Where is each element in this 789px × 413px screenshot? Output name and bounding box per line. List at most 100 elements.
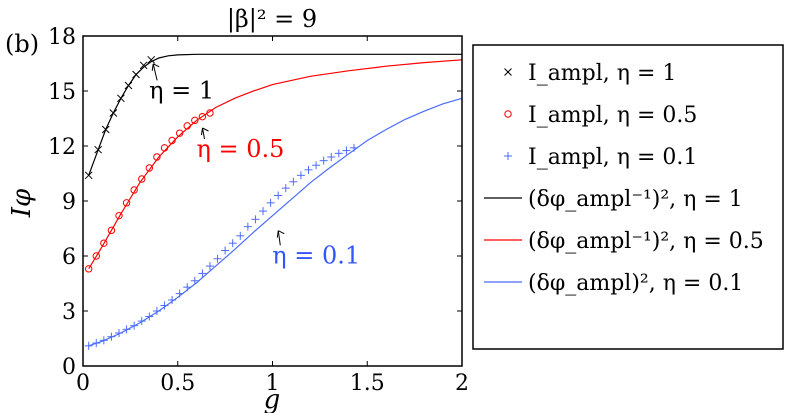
plot-area	[84, 53, 463, 350]
x-axis-label: g	[264, 385, 281, 413]
data-point-circle	[206, 109, 214, 117]
annotation-arrow	[201, 127, 205, 140]
x-tick-label: 1	[266, 371, 280, 396]
data-point-plus	[99, 336, 108, 345]
annotation-arrowhead	[151, 63, 160, 71]
data-point-circle	[160, 144, 169, 152]
data-point-plus	[175, 289, 184, 298]
y-tick-label: 12	[48, 135, 76, 160]
data-point-circle	[175, 129, 184, 137]
data-point-x	[101, 125, 110, 134]
data-point-circle	[84, 265, 93, 273]
data-point-plus	[289, 177, 298, 186]
data-point-plus	[312, 161, 321, 170]
data-point-plus	[221, 246, 230, 255]
y-tick-label: 9	[62, 190, 76, 215]
data-point-plus	[228, 239, 237, 248]
y-tick-label: 3	[62, 300, 76, 325]
data-point-circle	[107, 226, 116, 235]
data-point-circle	[145, 164, 154, 172]
data-point-plus	[281, 184, 290, 193]
legend-marker-circle	[504, 110, 512, 118]
annotation-arrowhead	[200, 127, 209, 136]
annotations: η = 1 η = 0.5 η = 0.1	[149, 63, 360, 269]
legend-label: (δφ_ampl⁻¹)², η = 1	[528, 187, 743, 212]
legend-marker-plus	[504, 152, 512, 160]
data-point-plus	[168, 296, 177, 304]
data-point-plus	[327, 153, 336, 161]
legend-label: I_ampl, η = 0.5	[528, 103, 697, 128]
legend-label: I_ampl, η = 1	[528, 61, 676, 86]
data-point-plus	[274, 191, 283, 200]
data-point-plus	[198, 269, 207, 278]
data-point-plus	[190, 276, 199, 285]
data-point-plus	[205, 262, 214, 271]
data-point-plus	[236, 231, 245, 240]
legend: I_ampl, η = 1 I_ampl, η = 0.5 I_ampl, η = …	[472, 44, 784, 350]
legend-label: (δφ_ampl)², η = 0.1	[528, 271, 743, 296]
x-tick-label: 0.5	[160, 371, 195, 396]
legend-marker-x	[504, 68, 512, 76]
data-point-circle	[130, 186, 138, 194]
data-point-plus	[152, 307, 161, 315]
data-point-plus	[251, 215, 260, 224]
data-point-x	[109, 109, 118, 117]
axes-frame	[82, 35, 463, 367]
legend-label: (δφ_ampl⁻¹)², η = 0.5	[528, 229, 764, 254]
data-point-plus	[213, 254, 222, 263]
annotation-label: η = 0.5	[196, 135, 284, 163]
data-point-circle	[153, 153, 161, 161]
data-point-circle	[115, 211, 123, 220]
legend-label: I_ampl, η = 0.1	[528, 145, 697, 170]
series-line-5	[88, 97, 463, 347]
y-tick-label: 0	[62, 355, 76, 380]
data-point-x	[84, 171, 93, 180]
annotation-label: η = 1	[149, 76, 214, 104]
data-point-plus	[160, 301, 169, 310]
data-point-plus	[304, 165, 313, 174]
y-tick-label: 15	[48, 80, 76, 105]
data-point-circle	[100, 239, 108, 247]
data-point-plus	[115, 329, 124, 337]
data-point-plus	[266, 198, 275, 207]
data-point-circle	[191, 116, 199, 125]
annotation-arrow	[152, 63, 158, 81]
data-point-circle	[183, 122, 191, 130]
data-point-plus	[342, 146, 351, 155]
x-tick-label: 0	[76, 371, 90, 396]
data-point-x	[147, 55, 156, 64]
annotation-arrow	[277, 230, 281, 246]
data-point-x	[117, 94, 125, 103]
data-point-plus	[259, 207, 268, 216]
data-point-x	[124, 81, 133, 90]
data-point-x	[94, 145, 103, 154]
data-point-plus	[319, 156, 328, 165]
panel-label: (b)	[5, 30, 39, 58]
data-point-plus	[92, 339, 101, 348]
x-tick-label: 1.5	[350, 371, 385, 396]
data-point-plus	[296, 171, 305, 180]
data-point-plus	[145, 312, 154, 321]
chart-title: |β|² = 9	[227, 5, 317, 34]
axes: 0 0.5 1 1.5 2 0 3 6 9 12 15 18	[48, 25, 469, 396]
annotation-label: η = 0.1	[272, 241, 360, 269]
x-tick-label: 2	[455, 371, 469, 396]
data-point-plus	[122, 325, 131, 334]
data-point-plus	[107, 332, 116, 341]
data-point-plus	[183, 283, 192, 292]
data-point-circle	[168, 136, 176, 145]
annotation-arrowhead	[276, 230, 285, 238]
y-axis-label: Iφ	[7, 188, 37, 218]
data-point-circle	[122, 199, 131, 207]
data-point-circle	[198, 112, 207, 121]
data-point-x	[139, 61, 148, 70]
data-point-plus	[84, 341, 93, 350]
data-point-plus	[137, 317, 146, 326]
data-point-x	[132, 70, 140, 79]
data-point-plus	[130, 321, 139, 330]
y-tick-label: 18	[48, 25, 76, 50]
series-line-3	[88, 53, 462, 176]
data-point-plus	[349, 143, 358, 152]
y-tick-label: 6	[62, 245, 76, 270]
